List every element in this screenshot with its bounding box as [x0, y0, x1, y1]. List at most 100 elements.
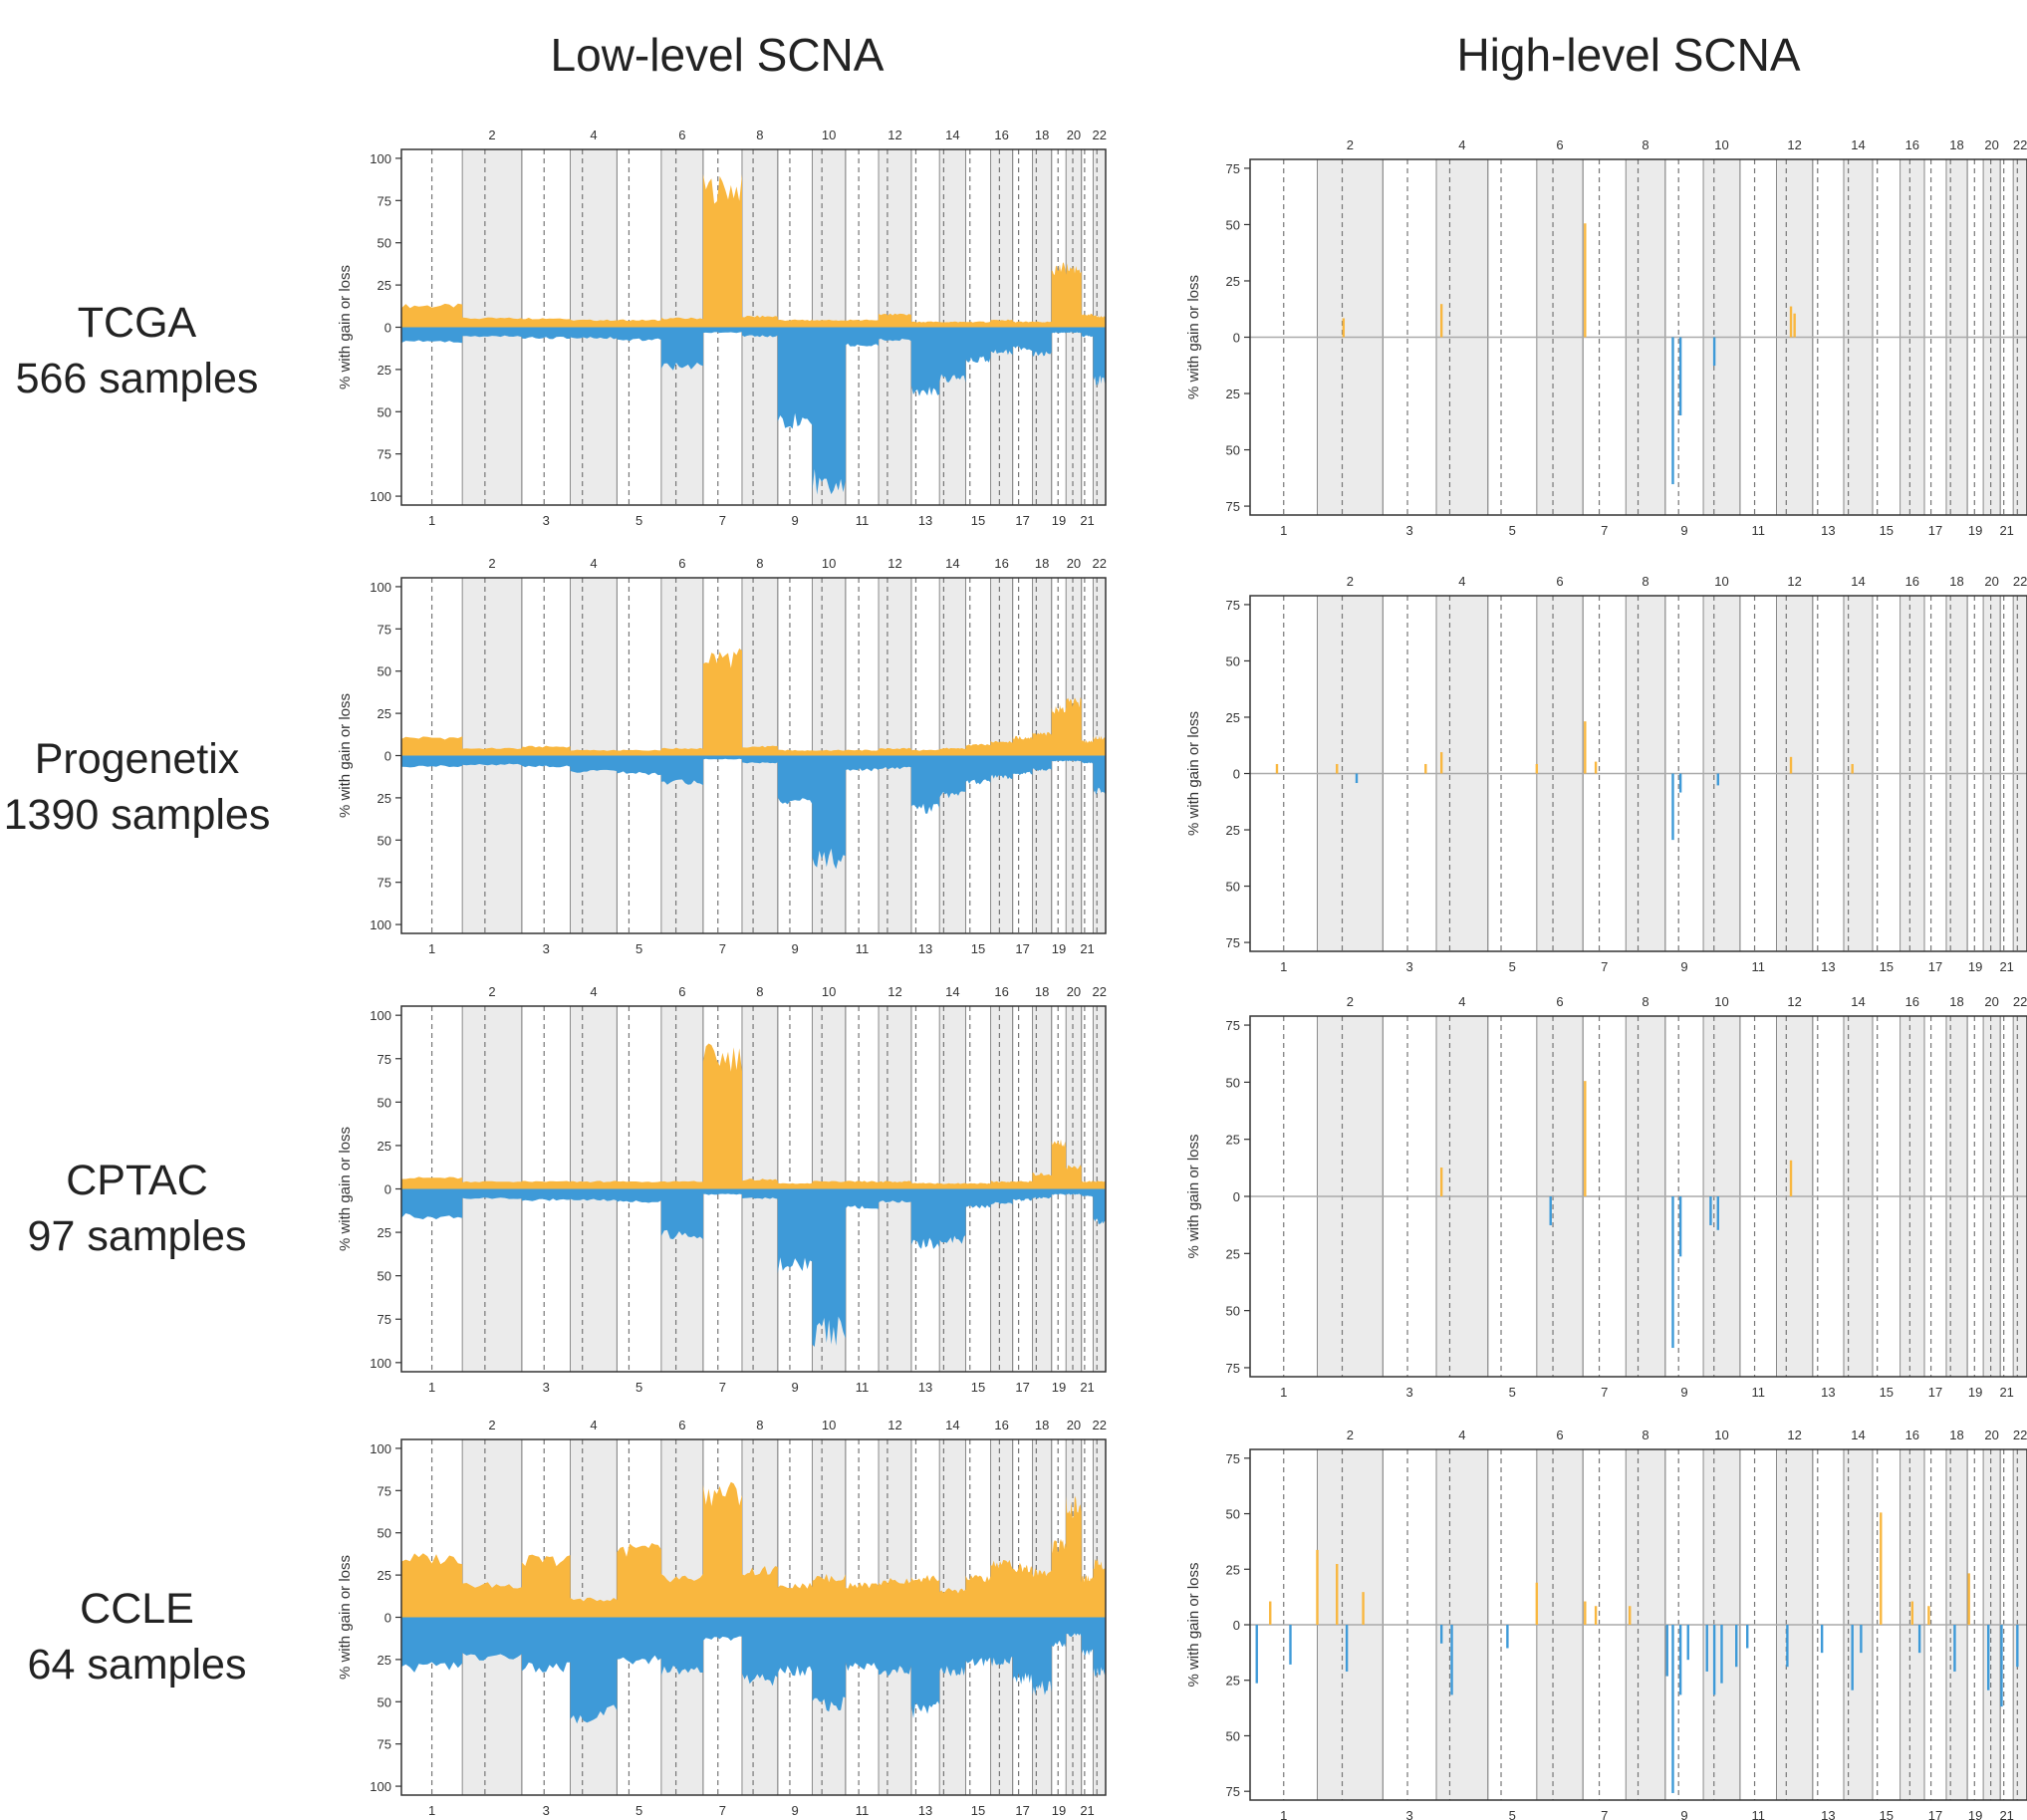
- dataset-name: Progenetix: [34, 735, 240, 783]
- gain-bar: [1535, 1582, 1539, 1625]
- gain-bar: [1584, 721, 1587, 774]
- y-tick-label: 25: [378, 1653, 391, 1668]
- chromosome-label-top: 4: [1458, 574, 1465, 589]
- y-tick-label: 25: [1226, 1246, 1240, 1261]
- chromosome-label-top: 10: [1714, 994, 1728, 1009]
- chromosome-label-top: 2: [488, 556, 495, 571]
- chromosome-label-bottom: 19: [1052, 513, 1066, 528]
- sample-count: 1390 samples: [3, 791, 271, 839]
- chromosome-label-bottom: 7: [1601, 1385, 1608, 1400]
- chromosome-label-bottom: 11: [1751, 523, 1765, 538]
- chromosome-label-bottom: 15: [1880, 1385, 1894, 1400]
- chromosome-label-top: 18: [1949, 574, 1963, 589]
- y-tick-label: 75: [378, 447, 391, 462]
- gain-bar: [1851, 763, 1854, 774]
- chromosome-label-top: 6: [678, 1418, 685, 1432]
- chromosome-label-top: 20: [1984, 1428, 1998, 1442]
- chromosome-label-top: 22: [1093, 1418, 1107, 1432]
- y-axis-label: % with gain or loss: [1185, 275, 1202, 399]
- chromosome-label-bottom: 3: [543, 941, 550, 956]
- gain-bar: [1584, 223, 1587, 338]
- chromosome-label-bottom: 3: [1406, 959, 1413, 974]
- chromosome-label-bottom: 17: [1928, 1385, 1942, 1400]
- chromosome-label-bottom: 17: [1015, 941, 1029, 956]
- chromosome-label-top: 14: [1851, 574, 1865, 589]
- chromosome-label-bottom: 3: [1406, 1808, 1413, 1820]
- loss-bar: [1746, 1625, 1749, 1649]
- chromosome-label-bottom: 21: [1999, 1385, 2013, 1400]
- loss-bar: [1345, 1625, 1349, 1672]
- dataset-name: TCGA: [77, 299, 197, 347]
- y-tick-label: 75: [1226, 1784, 1240, 1799]
- chromosome-label-bottom: 19: [1052, 941, 1066, 956]
- y-tick-label: 75: [1226, 499, 1240, 514]
- chromosome-label-top: 6: [1556, 994, 1563, 1009]
- sample-count: 566 samples: [15, 355, 259, 402]
- chromosome-label-bottom: 13: [918, 513, 932, 528]
- y-tick-label: 100: [370, 1441, 391, 1456]
- chromosome-label-bottom: 15: [1880, 959, 1894, 974]
- chromosome-label-bottom: 15: [971, 1803, 985, 1818]
- chromosome-label-top: 14: [1851, 137, 1865, 152]
- chromosome-label-bottom: 17: [1928, 1808, 1942, 1820]
- y-tick-label: 50: [1226, 880, 1240, 895]
- gain-bar: [1789, 756, 1793, 774]
- y-tick-label: 25: [1226, 710, 1240, 725]
- loss-bar: [1665, 1625, 1668, 1677]
- chromosome-label-top: 22: [2013, 574, 2027, 589]
- loss-bar: [1671, 337, 1674, 485]
- chromosome-label-bottom: 5: [1509, 523, 1516, 538]
- chromosome-label-top: 2: [1347, 574, 1354, 589]
- y-tick-label: 50: [1226, 653, 1240, 668]
- chromosome-label-bottom: 9: [792, 1803, 799, 1818]
- chromosome-label-top: 8: [756, 1418, 763, 1432]
- dataset-name: CCLE: [80, 1585, 194, 1633]
- y-tick-label: 0: [384, 321, 391, 336]
- loss-bar: [1987, 1625, 1990, 1690]
- loss-bar: [1705, 1625, 1708, 1672]
- loss-bar: [1289, 1625, 1292, 1665]
- chromosome-label-top: 2: [488, 984, 495, 999]
- chromosome-label-top: 18: [1035, 984, 1049, 999]
- gain-bar: [1584, 1081, 1587, 1196]
- chromosome-label-top: 12: [1787, 137, 1801, 152]
- chromosome-label-bottom: 19: [1968, 959, 1982, 974]
- chromosome-label-bottom: 7: [1601, 523, 1608, 538]
- loss-bar: [1735, 1625, 1738, 1668]
- chromosome-label-top: 14: [945, 984, 959, 999]
- y-tick-label: 50: [378, 833, 391, 848]
- chromosome-label-bottom: 3: [543, 1803, 550, 1818]
- y-tick-label: 0: [1233, 1618, 1240, 1633]
- chromosome-label-top: 18: [1949, 137, 1963, 152]
- loss-bar: [1439, 1625, 1443, 1644]
- chromosome-label-bottom: 1: [428, 1380, 435, 1395]
- chromosome-label-top: 20: [1067, 556, 1081, 571]
- sample-count: 64 samples: [27, 1641, 247, 1689]
- chromosome-label-bottom: 21: [1080, 941, 1094, 956]
- chromosome-label-top: 8: [1642, 994, 1648, 1009]
- y-tick-label: 100: [370, 151, 391, 166]
- gain-bar: [1275, 763, 1279, 774]
- chromosome-label-top: 16: [1905, 994, 1919, 1009]
- column-title-low-level: Low-level SCNA: [550, 29, 885, 81]
- y-tick-label: 0: [1233, 767, 1240, 782]
- loss-bar: [1953, 1625, 1956, 1672]
- chromosome-label-top: 18: [1035, 1418, 1049, 1432]
- loss-bar: [1450, 1625, 1453, 1695]
- chromosome-label-top: 16: [994, 984, 1008, 999]
- y-tick-label: 75: [378, 876, 391, 891]
- chromosome-label-top: 8: [1642, 574, 1648, 589]
- y-tick-label: 75: [378, 1483, 391, 1498]
- chromosome-label-bottom: 13: [918, 1380, 932, 1395]
- chromosome-label-top: 18: [1949, 994, 1963, 1009]
- gain-bar: [1439, 1168, 1443, 1196]
- row-label-cptac: CPTAC 97 samples: [0, 1153, 274, 1264]
- y-tick-label: 50: [1226, 1507, 1240, 1522]
- chromosome-label-top: 4: [1458, 1428, 1465, 1442]
- chromosome-label-bottom: 13: [1821, 1808, 1835, 1820]
- y-tick-label: 25: [378, 363, 391, 378]
